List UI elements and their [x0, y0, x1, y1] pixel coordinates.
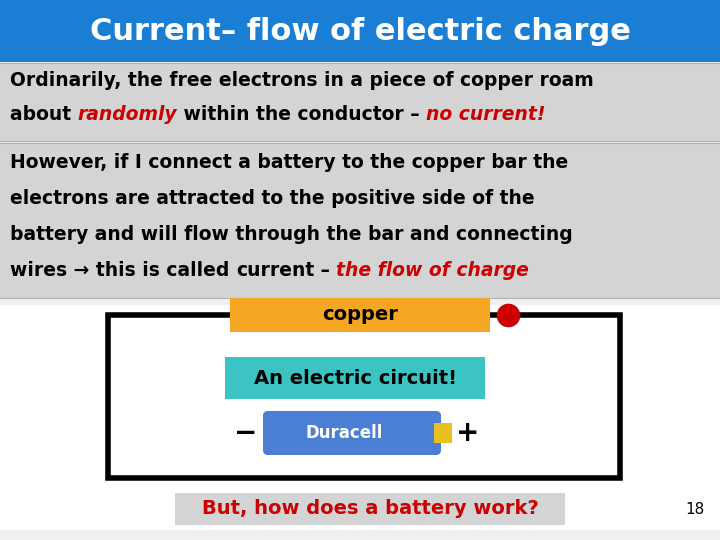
Text: battery and will flow through the bar and connecting: battery and will flow through the bar an…	[10, 226, 572, 245]
Text: Duracell: Duracell	[305, 424, 383, 442]
Text: within the conductor –: within the conductor –	[177, 105, 426, 125]
Text: randomly: randomly	[78, 105, 177, 125]
Text: about: about	[10, 105, 78, 125]
Bar	[0, 63, 720, 141]
Text: 18: 18	[685, 502, 705, 516]
Text: −: −	[235, 419, 258, 447]
Text: An electric circuit!: An electric circuit!	[253, 368, 456, 388]
Text: But, how does a battery work?: But, how does a battery work?	[202, 500, 539, 518]
Text: copper: copper	[322, 306, 398, 325]
Bar	[108, 315, 620, 478]
Bar	[230, 298, 490, 332]
Text: –: –	[314, 261, 336, 280]
Text: Current– flow of electric charge: Current– flow of electric charge	[89, 17, 631, 45]
Text: However, if I connect a battery to the copper bar the: However, if I connect a battery to the c…	[10, 153, 568, 172]
Text: Ordinarily, the free electrons in a piece of copper roam: Ordinarily, the free electrons in a piec…	[10, 71, 594, 91]
Bar	[0, 305, 720, 530]
Text: +: +	[456, 419, 480, 447]
Text: the flow of charge: the flow of charge	[336, 261, 529, 280]
Bar	[225, 357, 485, 399]
Text: no current!: no current!	[426, 105, 546, 125]
Text: wires → this is called: wires → this is called	[10, 261, 236, 280]
Bar	[434, 423, 452, 443]
FancyBboxPatch shape	[263, 411, 441, 455]
Text: electrons are attracted to the positive side of the: electrons are attracted to the positive …	[10, 190, 535, 208]
Bar	[0, 0, 720, 62]
Bar	[175, 493, 565, 525]
Bar	[0, 143, 720, 298]
Text: current: current	[236, 261, 314, 280]
